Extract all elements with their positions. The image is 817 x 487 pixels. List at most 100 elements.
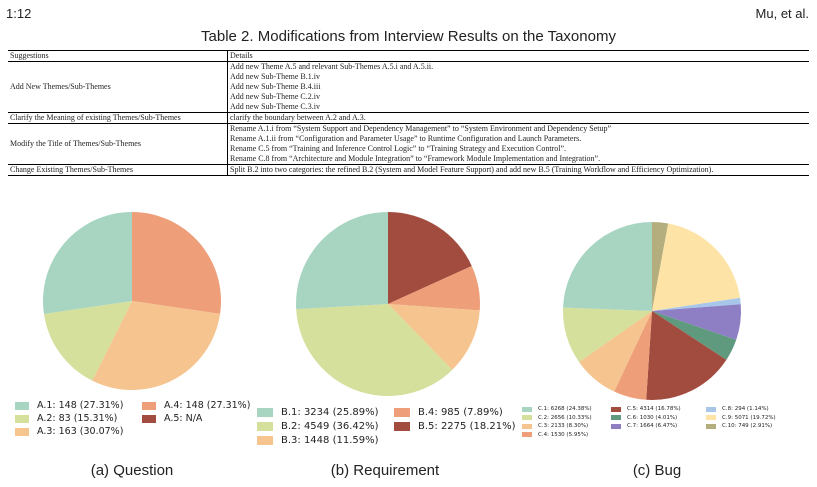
pie-chart-bug: [563, 222, 741, 400]
pie-slice: [388, 212, 472, 304]
legend-item: C.9: 5071 (19.72%): [706, 415, 776, 421]
table-caption: Table 2. Modifications from Interview Re…: [201, 28, 616, 45]
legend-item: C.3: 2133 (8.30%): [522, 423, 588, 429]
pie-slice: [646, 311, 727, 400]
pie-chart-requirement: [296, 212, 480, 396]
legend-swatch: [611, 423, 621, 429]
legend-item: A.5: N/A: [142, 413, 202, 424]
legend-item: C.4: 1530 (5.95%): [522, 432, 588, 438]
legend-label: C.1: 6268 (24.38%): [538, 406, 592, 412]
pie-slice: [652, 311, 737, 360]
suggestion-cell: Clarify the Meaning of existing Themes/S…: [8, 112, 228, 124]
legend-item: A.2: 83 (15.31%): [15, 413, 117, 424]
suggestion-cell: Modify the Title of Themes/Sub-Themes: [8, 123, 228, 165]
legend-swatch: [611, 406, 621, 412]
legend-item: B.2: 4549 (36.42%): [257, 421, 379, 432]
detail-line: Add new Sub-Theme B.1.iv: [230, 72, 320, 81]
pie-slice: [652, 304, 741, 340]
detail-line: Add new Theme A.5 and relevant Sub-Theme…: [230, 62, 434, 71]
pie-slice: [563, 307, 652, 362]
legend-item: A.1: 148 (27.31%): [15, 400, 123, 411]
pie-slice: [296, 304, 453, 396]
legend-bug: C.1: 6268 (24.38%) C.2: 2656 (10.33%) C.3:…: [522, 406, 812, 456]
legend-label: C.7: 1664 (6.47%): [627, 423, 678, 429]
legend-label: B.2: 4549 (36.42%): [281, 421, 379, 432]
pie-slice: [388, 304, 480, 370]
legend-question: A.1: 148 (27.31%) A.2: 83 (15.31%) A.3: 16…: [15, 400, 275, 450]
suggestion-cell: Change Existing Themes/Sub-Themes: [8, 164, 228, 176]
pie-slice: [579, 311, 652, 392]
modifications-table: Suggestions Details Add New Themes/Sub-T…: [8, 50, 809, 176]
legend-swatch: [394, 422, 410, 431]
legend-label: C.8: 294 (1.14%): [722, 406, 769, 412]
legend-item: C.5: 4314 (16.78%): [611, 406, 681, 412]
table-row: Add New Themes/Sub-Themes Add new Theme A…: [8, 61, 809, 113]
legend-label: C.6: 1030 (4.01%): [627, 414, 678, 421]
pie-slice: [92, 301, 221, 390]
legend-label: B.5: 2275 (18.21%): [418, 421, 516, 432]
table-header-row: Suggestions Details: [8, 50, 809, 62]
pie-slice: [132, 212, 221, 314]
table-row: Clarify the Meaning of existing Themes/S…: [8, 112, 809, 124]
legend-item: A.3: 163 (30.07%): [15, 426, 123, 437]
legend-label: A.3: 163 (30.07%): [37, 426, 124, 437]
subcaption-requirement: (b) Requirement: [330, 462, 440, 479]
legend-swatch: [522, 423, 532, 429]
legend-label: A.2: 83 (15.31%): [37, 413, 118, 424]
legend-swatch: [394, 408, 410, 417]
legend-swatch: [706, 406, 716, 412]
legend-label: C.5: 4314 (16.78%): [627, 406, 681, 412]
legend-label: C.2: 2656 (10.33%): [538, 414, 592, 421]
pie-slice: [388, 265, 480, 311]
legend-swatch: [15, 427, 29, 436]
legend-swatch: [15, 401, 29, 410]
pie-slice: [563, 222, 652, 311]
legend-swatch: [142, 401, 156, 410]
detail-line: Rename C.5 from “Training and Inference …: [230, 144, 566, 153]
running-header-authors: Mu, et al.: [755, 6, 809, 21]
legend-label: A.1: 148 (27.31%): [37, 400, 124, 411]
legend-item: C.7: 1664 (6.47%): [611, 423, 677, 429]
legend-swatch: [522, 415, 532, 420]
table-row: Modify the Title of Themes/Sub-Themes Ren…: [8, 123, 809, 165]
details-cell: Rename A.1.i from “System Support and De…: [227, 123, 809, 165]
column-header-suggestions: Suggestions: [8, 50, 228, 62]
details-cell: Add new Theme A.5 and relevant Sub-Theme…: [227, 61, 809, 113]
detail-line: clarify the boundary between A.2 and A.3…: [230, 113, 366, 122]
legend-label: C.4: 1530 (5.95%): [538, 431, 589, 438]
detail-line: Add new Sub-Theme B.4.iii: [230, 82, 321, 91]
detail-line: Split B.2 into two categories: the refin…: [230, 165, 714, 174]
legend-label: C.9: 5071 (19.72%): [722, 414, 776, 421]
legend-item: B.1: 3234 (25.89%): [257, 407, 379, 418]
legend-swatch: [706, 415, 716, 420]
legend-swatch: [257, 408, 273, 417]
detail-line: Rename C.8 from “Architecture and Module…: [230, 154, 601, 163]
detail-line: Rename A.1.i from “System Support and De…: [230, 124, 612, 133]
legend-swatch: [257, 422, 273, 431]
table-row: Change Existing Themes/Sub-Themes Split B…: [8, 164, 809, 176]
legend-item: C.6: 1030 (4.01%): [611, 415, 677, 421]
pie-chart-question: [42, 212, 221, 390]
legend-label: B.3: 1448 (11.59%): [281, 435, 379, 446]
legend-swatch: [611, 415, 621, 420]
legend-swatch: [257, 436, 273, 445]
pie-slice: [652, 297, 741, 311]
page-number: 1:12: [6, 6, 32, 21]
suggestion-cell: Add New Themes/Sub-Themes: [8, 61, 228, 113]
legend-item: C.1: 6268 (24.38%): [522, 406, 592, 412]
legend-item: A.4: 148 (27.31%): [142, 400, 250, 411]
subcaption-bug: (c) Bug: [632, 462, 682, 479]
legend-swatch: [15, 414, 29, 423]
subcaption-question: (a) Question: [90, 462, 174, 479]
pie-slice: [652, 222, 669, 311]
legend-swatch: [522, 432, 532, 437]
legend-swatch: [706, 423, 716, 429]
legend-item: C.10: 749 (2.91%): [706, 423, 772, 429]
legend-item: C.8: 294 (1.14%): [706, 406, 769, 412]
legend-swatch: [522, 406, 532, 412]
detail-line: Rename A.1.ii from “Configuration and Pa…: [230, 134, 582, 143]
details-cell: Split B.2 into two categories: the refin…: [227, 164, 809, 176]
legend-label: A.5: N/A: [164, 413, 203, 424]
pie-slice: [614, 311, 652, 400]
pie-slice: [652, 223, 741, 311]
